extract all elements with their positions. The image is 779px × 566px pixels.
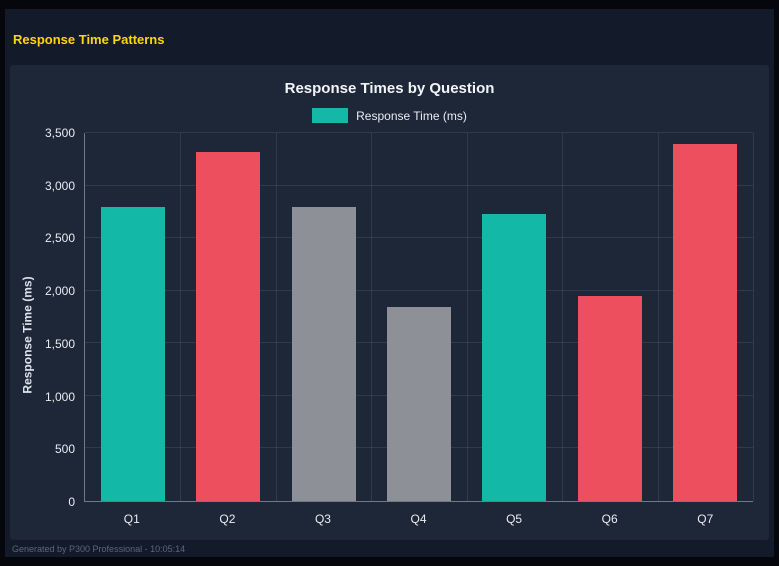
y-tick-label: 1,500: [44, 336, 75, 351]
y-axis-title: Response Time (ms): [21, 275, 35, 394]
chart-title: Response Times by Question: [284, 80, 495, 97]
x-tick-label-q6: Q6: [601, 512, 618, 526]
x-tick-label-q3: Q3: [314, 512, 331, 526]
x-tick-label-q7: Q7: [697, 512, 714, 526]
bar-q3[interactable]: [291, 206, 356, 501]
gridline-horizontal: [85, 184, 753, 186]
chart-area: Response Time (ms) 0 500 1,000 1,500 2,000 2,…: [10, 123, 769, 540]
y-tick-label: 500: [54, 442, 75, 457]
x-tick-label-q2: Q2: [219, 512, 236, 526]
app-background: Response Time Patterns Response Times by…: [5, 9, 774, 557]
bars-container: [85, 133, 753, 501]
bar-cell-q2: [180, 133, 275, 501]
y-tick-label: 2,500: [44, 231, 75, 246]
bar-q1[interactable]: [100, 206, 165, 501]
bar-q2[interactable]: [196, 151, 261, 501]
bar-cell-q6: [562, 133, 657, 501]
gridline-vertical: [275, 133, 277, 501]
y-tick-label: 2,000: [44, 284, 75, 299]
plot-area: [84, 132, 754, 502]
gridline-vertical: [466, 133, 468, 501]
bar-cell-q5: [467, 133, 562, 501]
gridline-horizontal: [85, 132, 753, 133]
bar-cell-q1: [85, 133, 180, 501]
gridline-horizontal: [85, 289, 753, 291]
bar-cell-q4: [371, 133, 466, 501]
y-tick-label: 3,000: [44, 178, 75, 193]
legend-swatch: [312, 108, 349, 123]
y-tick-label: 1,000: [44, 389, 75, 404]
page-title: Response Time Patterns: [13, 32, 165, 47]
bar-q7[interactable]: [673, 143, 738, 501]
gridline-vertical: [657, 133, 659, 501]
gridline-horizontal: [85, 237, 753, 239]
bar-cell-q3: [276, 133, 371, 501]
y-tick-label: 3,500: [44, 126, 75, 140]
y-axis-ticks: 0 500 1,000 1,500 2,000 2,500 3,000 3,500: [38, 126, 84, 509]
chart-panel: Response Times by Question Response Time…: [10, 65, 769, 540]
y-tick-label: 0: [68, 495, 75, 509]
footer-status: Generated by P300 Professional - 10:05:1…: [12, 544, 186, 554]
chart-legend[interactable]: Response Time (ms): [10, 108, 769, 123]
x-tick-label-q5: Q5: [506, 512, 523, 526]
plot-wrap: Q1 Q2 Q3 Q4 Q5 Q6 Q7: [84, 132, 754, 536]
x-tick-label-q4: Q4: [410, 512, 427, 526]
bar-q6[interactable]: [577, 295, 642, 501]
gridline-vertical: [371, 133, 373, 501]
bar-q4[interactable]: [387, 306, 451, 501]
gridline-vertical: [562, 133, 564, 501]
bar-cell-q7: [658, 133, 753, 501]
legend-label: Response Time (ms): [356, 108, 467, 123]
x-axis-ticks: Q1 Q2 Q3 Q4 Q5 Q6 Q7: [84, 502, 753, 536]
x-tick-label-q1: Q1: [123, 512, 140, 526]
gridline-vertical: [180, 133, 182, 501]
gridline-vertical: [753, 133, 754, 501]
bar-q5[interactable]: [482, 213, 547, 501]
